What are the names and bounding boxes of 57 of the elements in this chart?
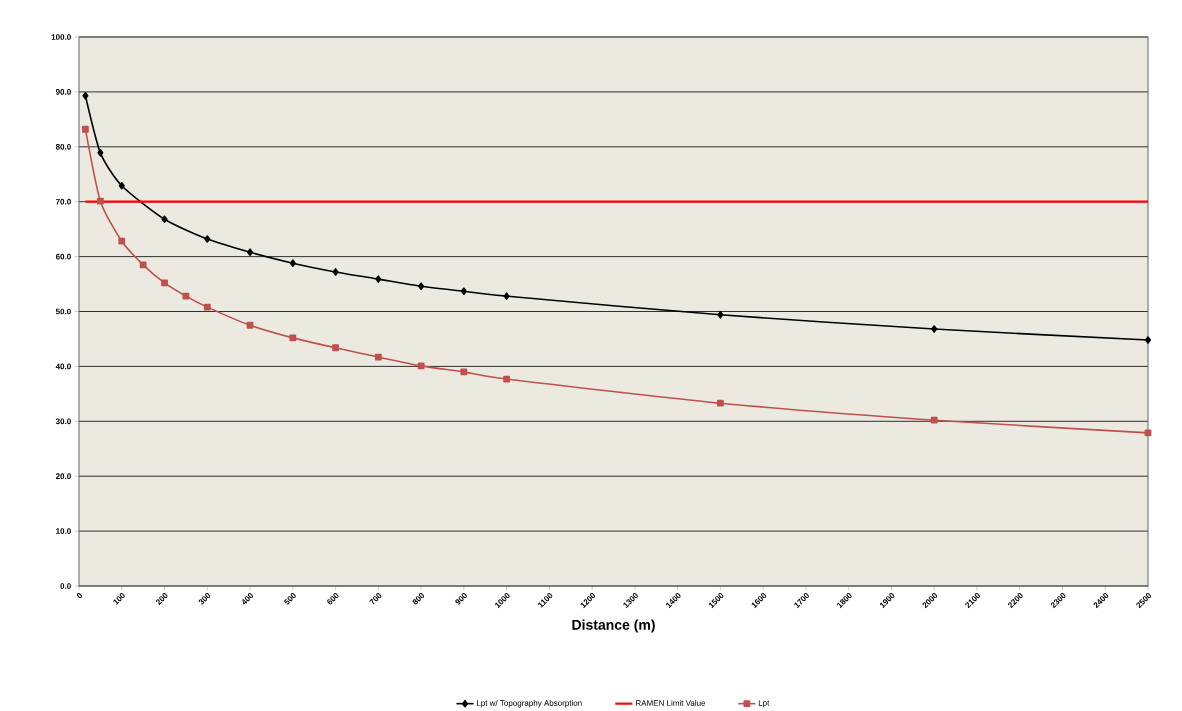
x-tick-label: 500 (283, 592, 296, 605)
y-tick-label: 80.0 (55, 143, 71, 150)
legend-label: Lpt w/ Topography Absorption (477, 699, 582, 708)
point (82, 91, 89, 100)
point (161, 215, 168, 223)
point (418, 282, 425, 290)
y-tick-label: 70.0 (55, 198, 71, 205)
point (118, 237, 126, 245)
point (182, 292, 190, 300)
y-tick-label: 0.0 (60, 583, 71, 589)
point (374, 353, 382, 361)
point (717, 310, 724, 319)
legend-label: RAMEN Limit Value (636, 699, 706, 706)
point (930, 416, 938, 424)
point (503, 292, 510, 300)
point (82, 125, 89, 133)
point (332, 344, 339, 351)
point (460, 368, 468, 376)
point (503, 375, 511, 383)
y-tick-label: 40.0 (55, 363, 71, 370)
x-axis-title: Distance (m) (572, 619, 655, 633)
point (247, 248, 254, 256)
x-tick-label: 900 (455, 592, 467, 605)
y-tick-label: 100.0 (51, 34, 71, 40)
point (417, 362, 425, 370)
point (97, 148, 104, 157)
point (931, 325, 938, 333)
y-tick-label: 10.0 (56, 528, 71, 534)
point (204, 235, 211, 243)
x-tick-label: 800 (412, 592, 425, 605)
point (1144, 429, 1152, 437)
point (1144, 336, 1152, 344)
x-tick-label: 600 (327, 592, 339, 605)
y-tick-label: 30.0 (55, 418, 71, 424)
point (289, 334, 297, 342)
point (375, 275, 382, 283)
point (460, 287, 467, 295)
point (139, 261, 147, 269)
x-tick-label: 400 (242, 592, 253, 605)
legend-label: Lpt (758, 700, 770, 708)
point (289, 259, 296, 267)
x-tick-label: 300 (198, 592, 211, 605)
point (118, 181, 125, 190)
point (717, 399, 724, 407)
x-tick-label: 200 (156, 592, 168, 606)
x-tick-label: 0 (76, 592, 82, 598)
x-tick-label: 700 (369, 592, 382, 605)
y-tick-label: 60.0 (55, 253, 71, 260)
x-tick-label: 100 (113, 592, 125, 605)
point (332, 268, 339, 276)
y-tick-label: 50.0 (55, 308, 71, 315)
point (161, 279, 168, 287)
point (96, 197, 104, 205)
point (246, 321, 254, 329)
point (203, 303, 211, 311)
y-tick-label: 90.0 (55, 88, 71, 95)
y-tick-label: 20.0 (55, 473, 71, 479)
